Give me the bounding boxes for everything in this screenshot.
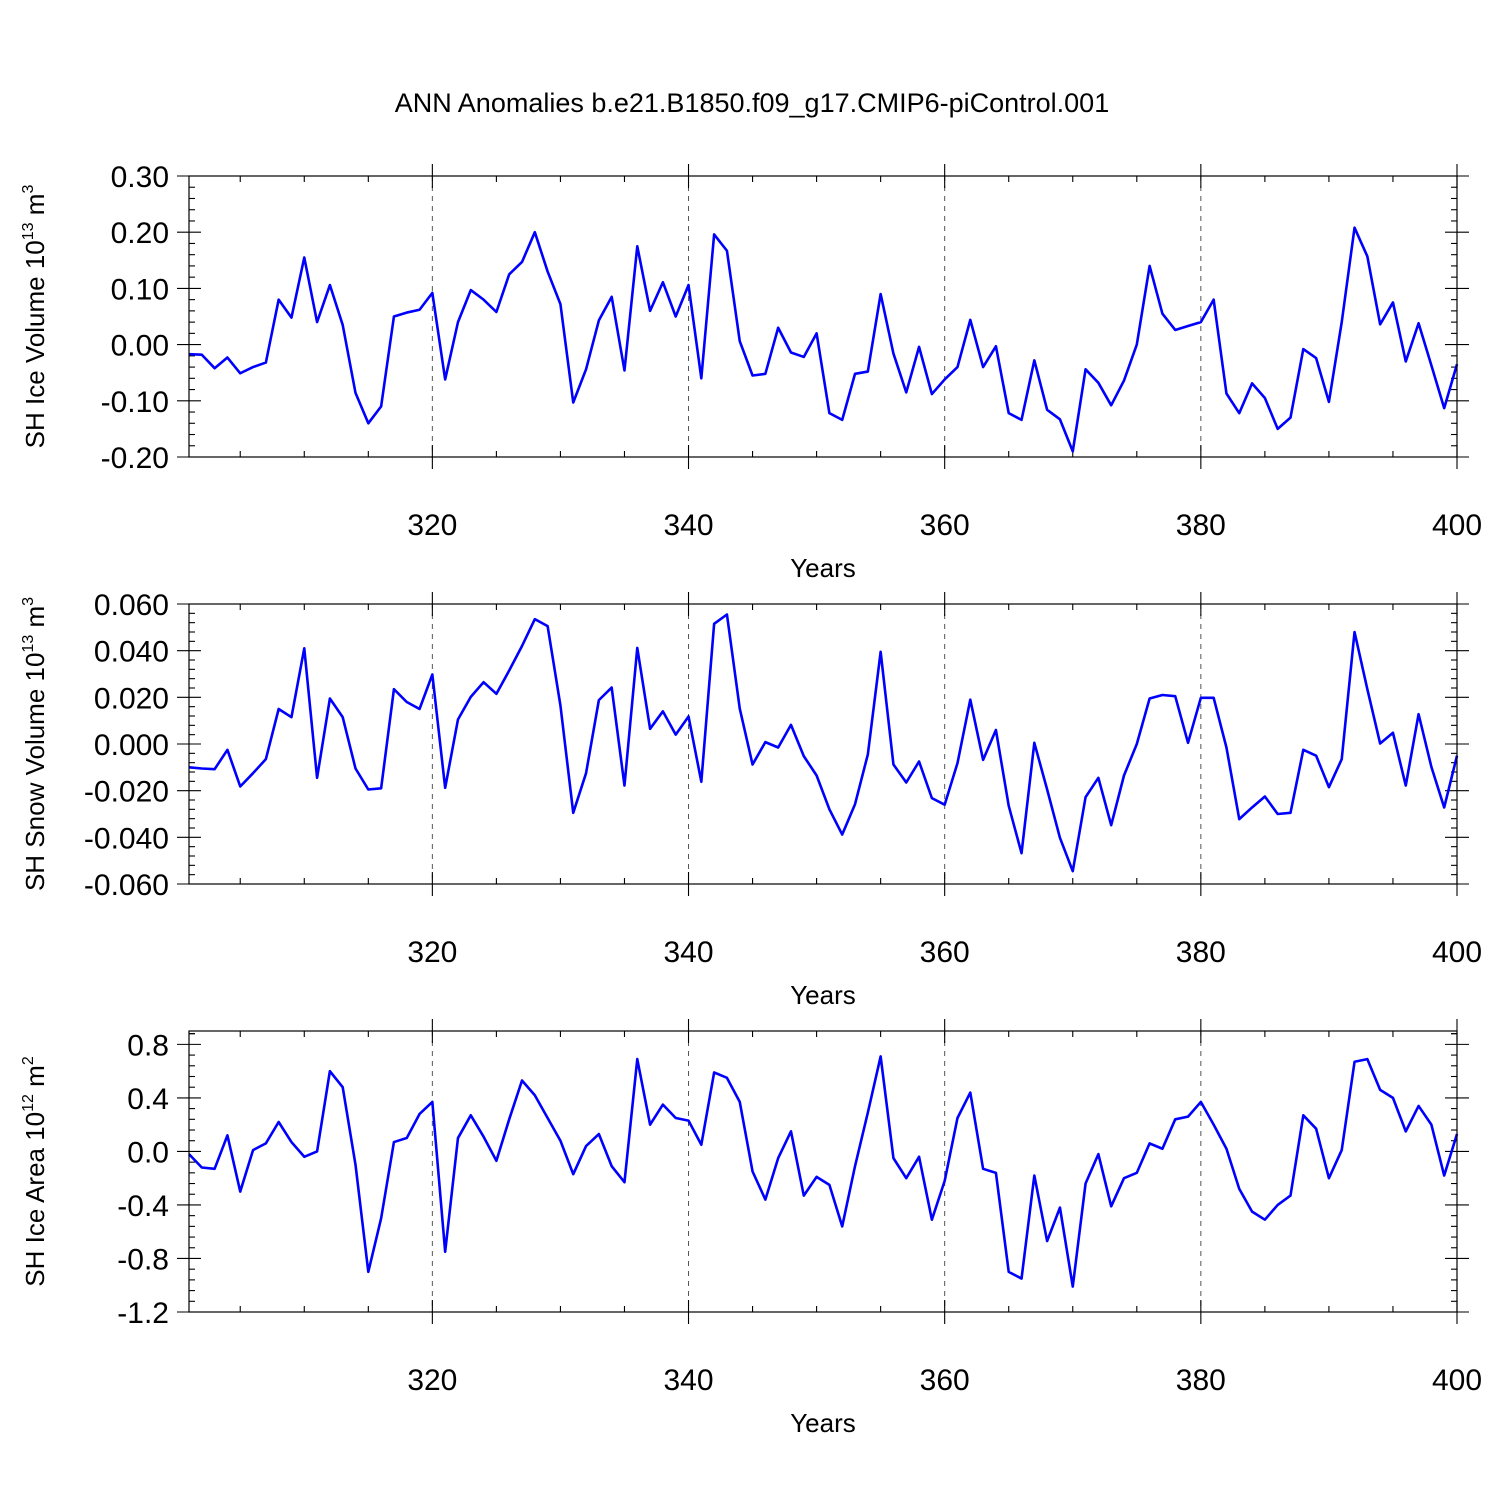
plot-frame [188, 175, 1458, 458]
y-tick-label: -0.060 [84, 869, 169, 902]
series-line [188, 1055, 1459, 1288]
y-tick-label: -0.8 [117, 1243, 169, 1276]
panel-2: -0.060 -0.040 -0.020 0.000 0.020 0.040 0.060 32… [20, 589, 1482, 1010]
series-line [188, 613, 1459, 873]
y-tick-label: 0.30 [111, 161, 169, 194]
plot-frame [188, 1030, 1458, 1313]
y-tick-label: 0.020 [94, 682, 169, 715]
x-tick-label: 360 [920, 1364, 970, 1397]
y-tick-label: 0.0 [127, 1136, 169, 1169]
x-tick-label: 400 [1432, 509, 1482, 542]
panels: -0.20 -0.10 0.00 0.10 0.20 0.30 320 340 360 380 40… [20, 161, 1482, 1438]
x-tick-label: 320 [407, 509, 457, 542]
x-tick-label: 320 [407, 936, 457, 969]
y-tick-label: 0.060 [94, 589, 169, 622]
x-tick-label: 320 [407, 1364, 457, 1397]
panel-1: -0.20 -0.10 0.00 0.10 0.20 0.30 320 340 360 380 40… [20, 161, 1482, 583]
x-tick-label: 380 [1176, 936, 1226, 969]
plot-frame [188, 603, 1458, 885]
panel-3: -1.2 -0.8 -0.4 0.0 0.4 0.8 320 340 360 380 400 Year… [20, 1019, 1482, 1438]
x-tick-label: 380 [1176, 509, 1226, 542]
x-tick-label: 340 [663, 509, 713, 542]
y-tick-label: 0.4 [127, 1083, 169, 1116]
x-tick-label: 360 [920, 509, 970, 542]
x-tick-label: 400 [1432, 1364, 1482, 1397]
y-axis-label: SH Ice Volume 1013 m3 [20, 185, 50, 449]
y-tick-label: -0.20 [101, 442, 169, 475]
y-tick-label: -1.2 [117, 1297, 169, 1330]
y-tick-label: 0.8 [127, 1029, 169, 1062]
y-axis-label: SH Snow Volume 1013 m3 [20, 597, 50, 891]
y-tick-label: 0.040 [94, 636, 169, 669]
x-axis-label: Years [790, 553, 856, 583]
chart-title: ANN Anomalies b.e21.B1850.f09_g17.CMIP6-… [395, 88, 1109, 118]
y-tick-label: -0.040 [84, 822, 169, 855]
x-tick-label: 400 [1432, 936, 1482, 969]
x-tick-label: 340 [663, 936, 713, 969]
y-tick-label: 0.20 [111, 217, 169, 250]
y-tick-label: -0.4 [117, 1190, 169, 1223]
x-tick-label: 380 [1176, 1364, 1226, 1397]
y-tick-label: -0.10 [101, 386, 169, 419]
x-axis-label: Years [790, 980, 856, 1010]
y-tick-label: 0.000 [94, 729, 169, 762]
series-line [188, 226, 1459, 453]
y-tick-label: 0.10 [111, 273, 169, 306]
x-tick-label: 360 [920, 936, 970, 969]
y-tick-label: -0.020 [84, 776, 169, 809]
y-axis-label: SH Ice Area 1012 m2 [20, 1056, 50, 1287]
y-tick-label: 0.00 [111, 330, 169, 363]
x-axis-label: Years [790, 1408, 856, 1438]
x-tick-label: 340 [663, 1364, 713, 1397]
